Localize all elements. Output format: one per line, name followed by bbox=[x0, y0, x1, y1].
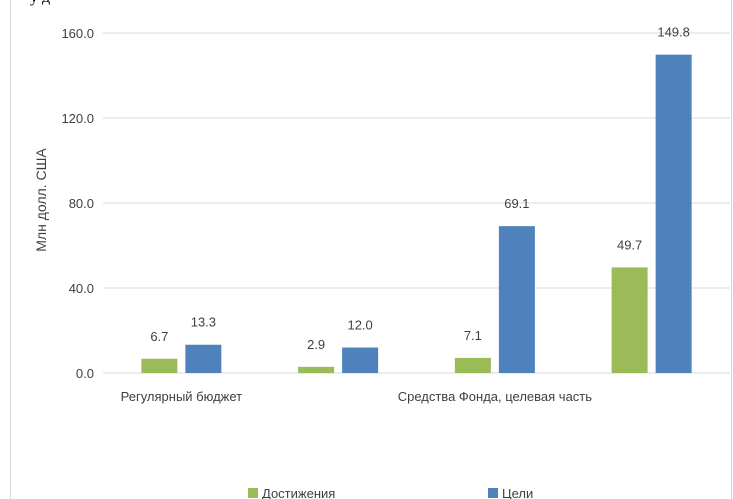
data-label: 49.7 bbox=[617, 237, 642, 252]
data-label: 149.8 bbox=[657, 25, 690, 40]
y-tick-label: 80.0 bbox=[69, 196, 94, 211]
data-label: 69.1 bbox=[504, 196, 529, 211]
data-labels: 6.7 2.9 7.1 49.7 13.3 12.0 69.1 149.8 bbox=[150, 25, 690, 352]
legend-label: Цели bbox=[502, 486, 533, 499]
cut-off-header-text: у д bbox=[30, 0, 50, 7]
bar bbox=[655, 54, 692, 374]
bar bbox=[298, 366, 335, 373]
legend: Достижения Цели bbox=[248, 486, 533, 499]
y-tick-label: 120.0 bbox=[61, 111, 94, 126]
x-group-label: Средства Фонда, целевая часть bbox=[398, 389, 593, 404]
data-label: 13.3 bbox=[191, 315, 216, 330]
legend-label: Достижения bbox=[262, 486, 335, 499]
y-tick-label: 160.0 bbox=[61, 26, 94, 41]
y-axis-label: Млн долл. США bbox=[33, 148, 49, 252]
y-tick-label: 0.0 bbox=[76, 366, 94, 381]
bar bbox=[185, 344, 222, 373]
y-axis: 0.0 40.0 80.0 120.0 160.0 bbox=[61, 26, 94, 381]
x-group-label: Регулярный бюджет bbox=[121, 389, 243, 404]
legend-swatch bbox=[248, 488, 258, 498]
x-group-labels: Регулярный бюджет Средства Фонда, целевая… bbox=[121, 389, 593, 404]
bar bbox=[342, 347, 379, 373]
chart-frame bbox=[10, 0, 732, 499]
bars bbox=[141, 54, 692, 374]
bar bbox=[454, 357, 491, 373]
y-tick-label: 40.0 bbox=[69, 281, 94, 296]
data-label: 6.7 bbox=[150, 329, 168, 344]
bar bbox=[141, 358, 178, 373]
legend-swatch bbox=[488, 488, 498, 498]
bar bbox=[611, 267, 648, 373]
bar bbox=[498, 226, 535, 373]
data-label: 7.1 bbox=[464, 328, 482, 343]
data-label: 12.0 bbox=[347, 318, 372, 333]
data-label: 2.9 bbox=[307, 337, 325, 352]
